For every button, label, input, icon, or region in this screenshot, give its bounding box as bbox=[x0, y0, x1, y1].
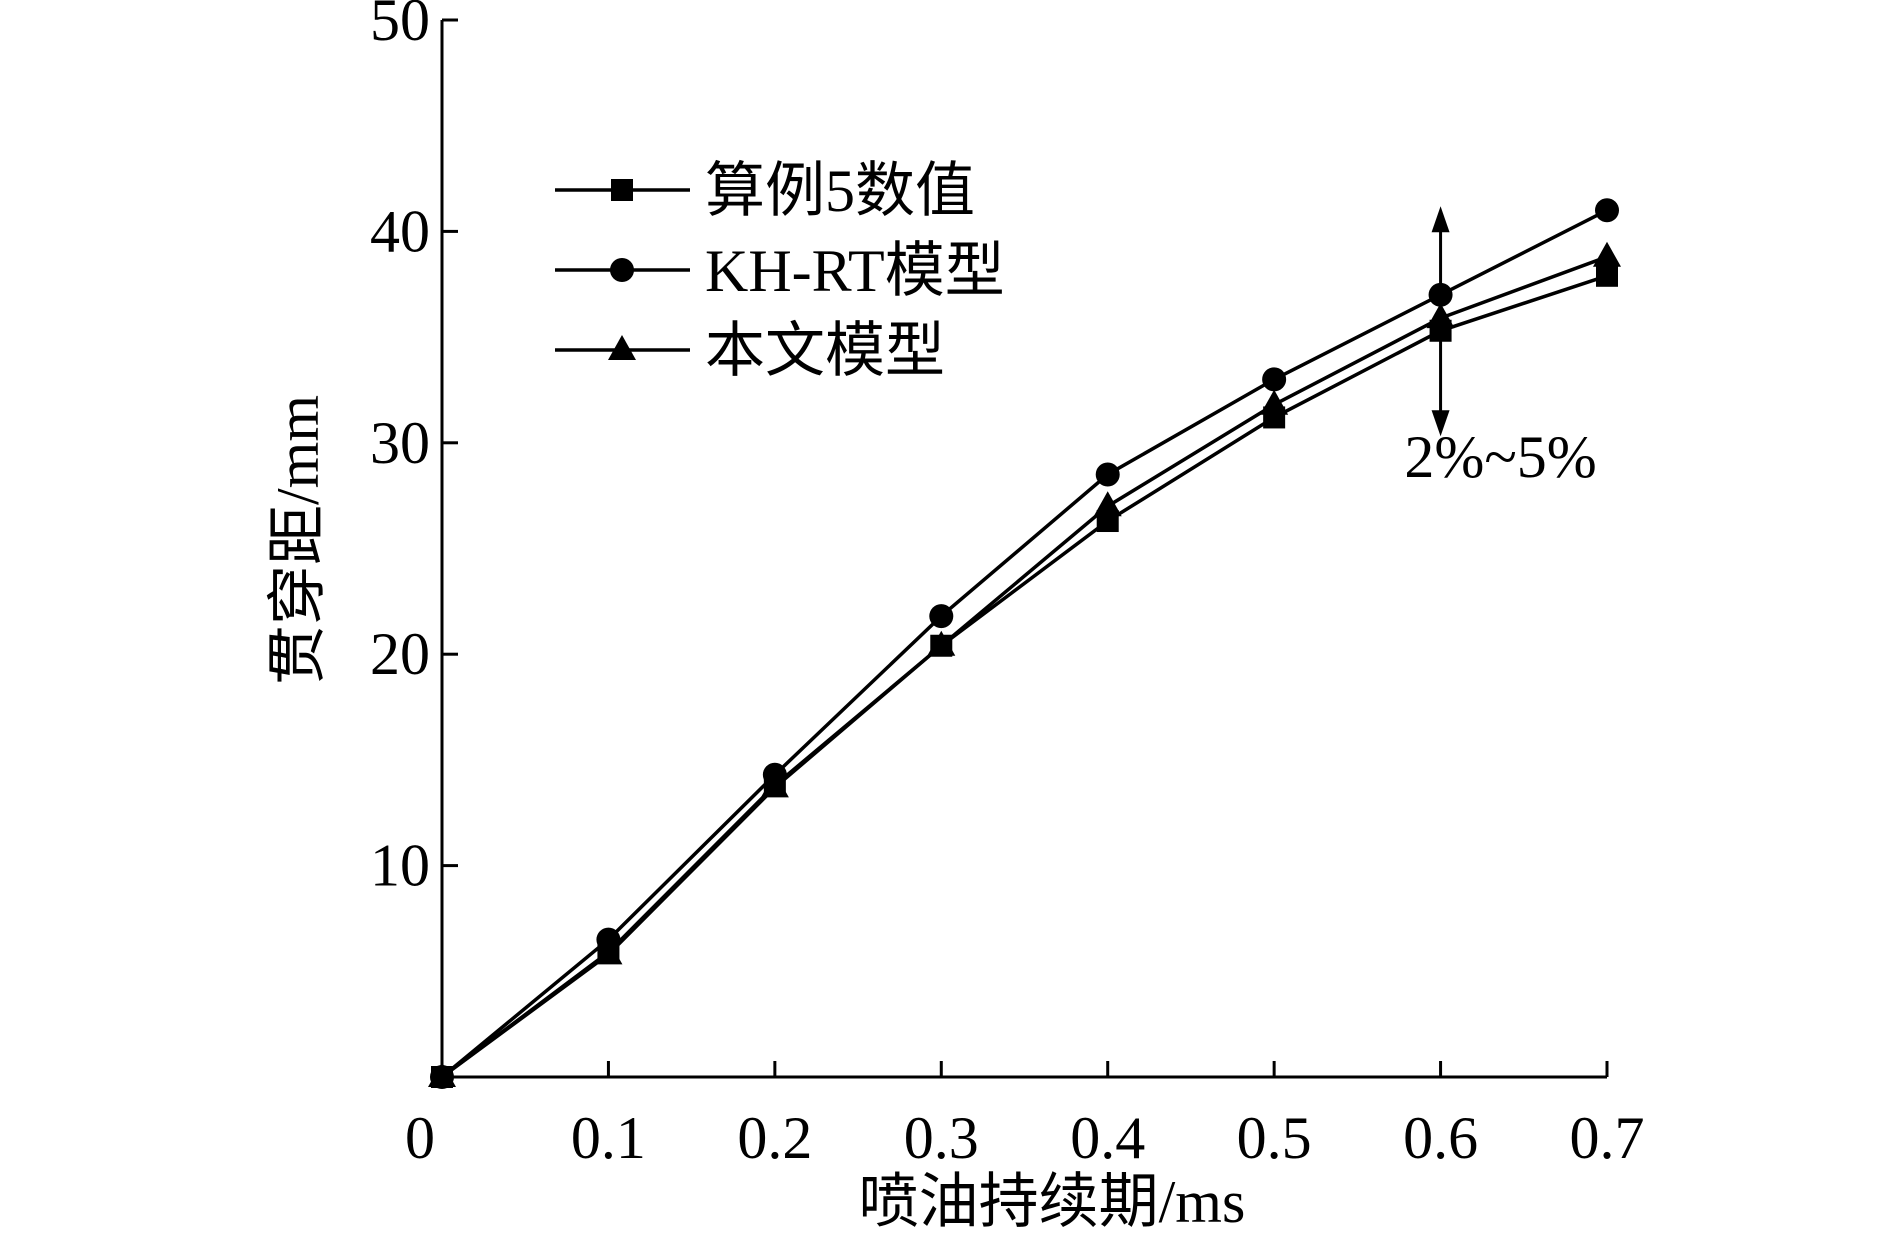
y-axis-label: 贯穿距/mm bbox=[265, 395, 331, 685]
x-tick-label: 0.2 bbox=[737, 1105, 812, 1171]
y-axis-ticks: 10 20 30 40 50 bbox=[370, 0, 458, 899]
data-point bbox=[594, 939, 623, 965]
legend-marker bbox=[608, 335, 636, 360]
x-tick-label: 0.1 bbox=[571, 1105, 646, 1171]
data-point bbox=[1596, 264, 1618, 287]
data-point bbox=[929, 604, 954, 629]
data-point bbox=[1260, 389, 1289, 415]
legend-marker bbox=[611, 179, 633, 201]
legend-marker bbox=[610, 258, 634, 282]
y-tick-label: 20 bbox=[370, 621, 430, 687]
series-layer bbox=[428, 198, 1621, 1089]
y-tick-label: 50 bbox=[370, 0, 430, 53]
series-line bbox=[440, 208, 1608, 1079]
data-point bbox=[1262, 367, 1287, 392]
data-point bbox=[1093, 491, 1122, 517]
x-tick-label: 0.4 bbox=[1070, 1105, 1145, 1171]
annotation-arrowhead-down bbox=[1431, 410, 1450, 437]
x-tick-label: 0 bbox=[405, 1105, 435, 1171]
legend-label: KH-RT模型 bbox=[705, 238, 1005, 304]
data-point bbox=[1593, 241, 1621, 267]
y-tick-label: 10 bbox=[370, 833, 430, 899]
legend-item: 算例5数值 bbox=[555, 158, 975, 224]
annotation-arrowhead-up bbox=[1431, 206, 1450, 233]
y-tick-label: 40 bbox=[370, 198, 430, 264]
x-tick-label: 0.3 bbox=[904, 1105, 979, 1171]
data-point bbox=[428, 1062, 456, 1087]
legend-item: KH-RT模型 bbox=[555, 238, 1005, 304]
axes bbox=[440, 20, 1607, 1079]
annotation-layer: 2%~5% bbox=[1404, 206, 1597, 490]
series-triangle bbox=[428, 241, 1621, 1087]
x-axis-ticks: 0 0.1 0.2 0.3 0.4 0.5 0.6 0.7 bbox=[405, 1061, 1645, 1171]
legend-label: 本文模型 bbox=[705, 318, 945, 384]
legend-label: 算例5数值 bbox=[705, 158, 975, 224]
legend-item: 本文模型 bbox=[555, 318, 945, 384]
annotation-label: 2%~5% bbox=[1404, 424, 1596, 490]
y-tick-label: 30 bbox=[370, 410, 430, 476]
data-point bbox=[760, 772, 789, 798]
x-tick-label: 0.5 bbox=[1237, 1105, 1312, 1171]
data-point bbox=[1095, 462, 1120, 487]
series-line bbox=[440, 255, 1608, 1079]
data-point bbox=[927, 630, 956, 656]
x-axis-label: 喷油持续期/ms bbox=[859, 1169, 1246, 1234]
x-tick-label: 0.6 bbox=[1403, 1105, 1478, 1171]
data-point bbox=[1595, 198, 1619, 223]
x-tick-label: 0.7 bbox=[1570, 1105, 1645, 1171]
